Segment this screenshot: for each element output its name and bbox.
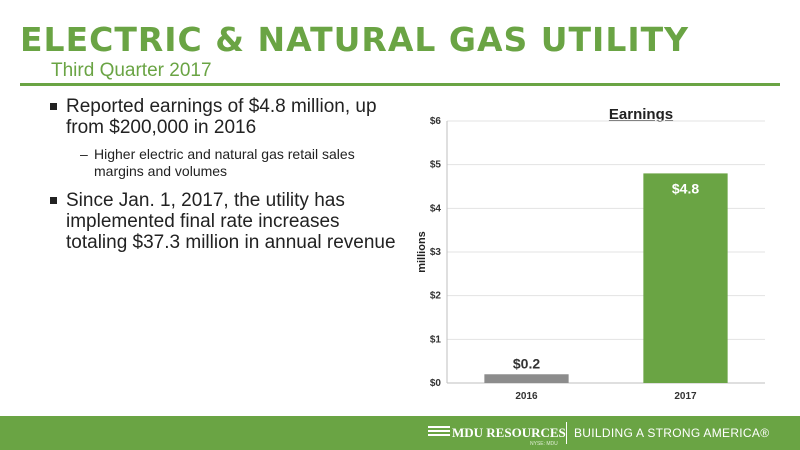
sub-bullet-margins: – Higher electric and natural gas retail… xyxy=(66,146,400,180)
bullet-rate-increases-text: Since Jan. 1, 2017, the utility has impl… xyxy=(66,190,396,253)
x-tick-label: 2016 xyxy=(515,391,538,402)
footer-logo-tag: NYSE: MDU xyxy=(530,441,558,447)
title-divider xyxy=(20,83,780,86)
footer-tagline: BUILDING A STRONG AMERICA® xyxy=(574,426,770,440)
bullet-earnings: Reported earnings of $4.8 million, up fr… xyxy=(50,96,400,180)
bar-2017 xyxy=(643,173,728,383)
y-tick-label: $4 xyxy=(430,203,442,214)
y-tick-label: $0 xyxy=(430,378,442,389)
data-label-2017: $4.8 xyxy=(672,180,699,196)
mdu-logo-icon xyxy=(428,426,450,438)
y-tick-label: $6 xyxy=(430,116,442,127)
dash-bullet-icon: – xyxy=(80,146,88,162)
y-tick-label: $5 xyxy=(430,160,442,171)
page-subtitle: Third Quarter 2017 xyxy=(51,60,212,81)
footer-separator xyxy=(566,422,567,444)
bar-2016 xyxy=(484,374,569,383)
x-tick-label: 2017 xyxy=(674,391,697,402)
page-title: ELECTRIC & NATURAL GAS UTILITY xyxy=(20,20,690,59)
chart-title: Earnings xyxy=(609,106,673,123)
square-bullet-icon xyxy=(50,197,57,204)
earnings-bar-chart: Earnings $0 $1 $2 $3 $4 $5 $6 millions $0.2 2016 $4… xyxy=(416,106,765,402)
y-tick-label: $2 xyxy=(430,291,442,302)
square-bullet-icon xyxy=(50,103,57,110)
bullet-list: Reported earnings of $4.8 million, up fr… xyxy=(50,96,400,263)
footer-logo-text: MDU RESOURCES xyxy=(452,425,566,440)
y-axis-label: millions xyxy=(416,231,428,273)
bullet-earnings-text: Reported earnings of $4.8 million, up fr… xyxy=(66,96,377,138)
footer-bar: MDU RESOURCES NYSE: MDU BUILDING A STRON… xyxy=(0,416,800,450)
y-tick-label: $3 xyxy=(430,247,442,258)
bullet-rate-increases: Since Jan. 1, 2017, the utility has impl… xyxy=(50,190,400,253)
data-label-2016: $0.2 xyxy=(513,355,540,371)
sub-bullet-margins-text: Higher electric and natural gas retail s… xyxy=(94,146,355,179)
y-tick-label: $1 xyxy=(430,334,442,345)
